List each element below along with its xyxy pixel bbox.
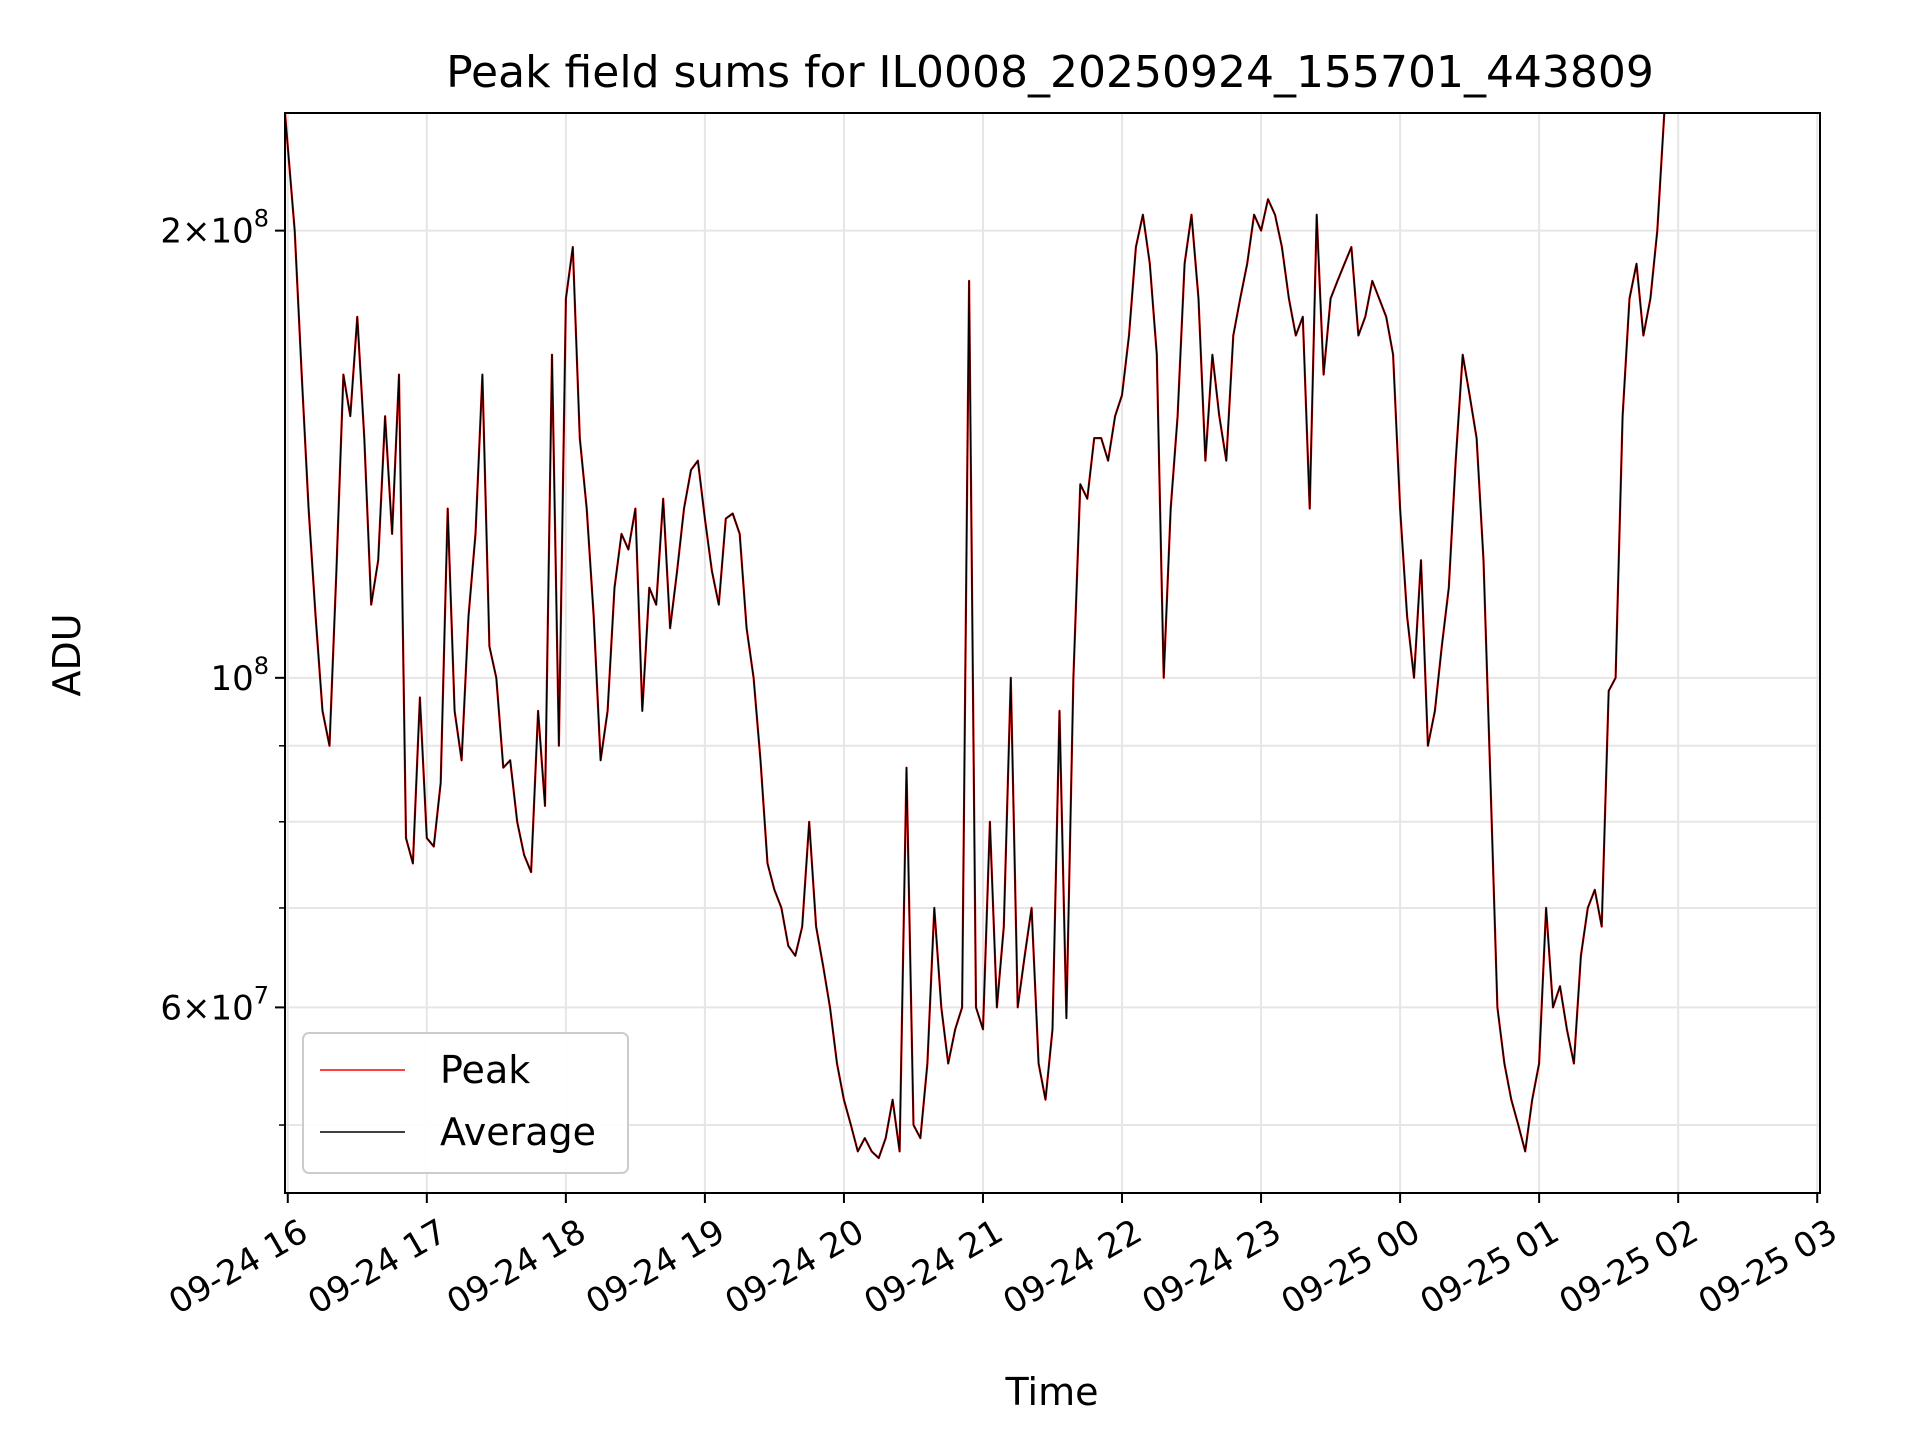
chart-title: Peak field sums for IL0008_20250924_1557…: [446, 47, 1654, 98]
x-axis-label: Time: [1005, 1370, 1099, 1414]
legend-label-average: Average: [440, 1110, 596, 1154]
legend-frame: [302, 1032, 629, 1174]
y-tick-exponent: 8: [254, 652, 269, 680]
y-tick-base: 10: [210, 988, 253, 1028]
y-tick-label: 108: [210, 652, 269, 699]
y-tick-times: ×: [182, 988, 211, 1028]
y-axis-label: ADU: [45, 613, 89, 696]
series-layer: [285, 113, 1666, 1160]
y-tick-mantissa: 2: [160, 212, 182, 252]
y-tick-label: 6×107: [160, 981, 269, 1028]
y-tick-times: ×: [182, 212, 211, 252]
series-line-average: [285, 113, 1665, 1159]
y-tick-mantissa: 6: [160, 988, 182, 1028]
y-tick-base: 10: [210, 212, 253, 252]
y-tick-exponent: 8: [254, 205, 269, 233]
y-tick-label: 2×108: [160, 205, 269, 252]
legend-label-peak: Peak: [440, 1048, 530, 1092]
legend: Peak Average: [302, 1032, 629, 1174]
plot-frame: [284, 112, 1821, 1194]
y-tick-base: 10: [210, 659, 253, 699]
y-tick-exponent: 7: [254, 981, 269, 1009]
